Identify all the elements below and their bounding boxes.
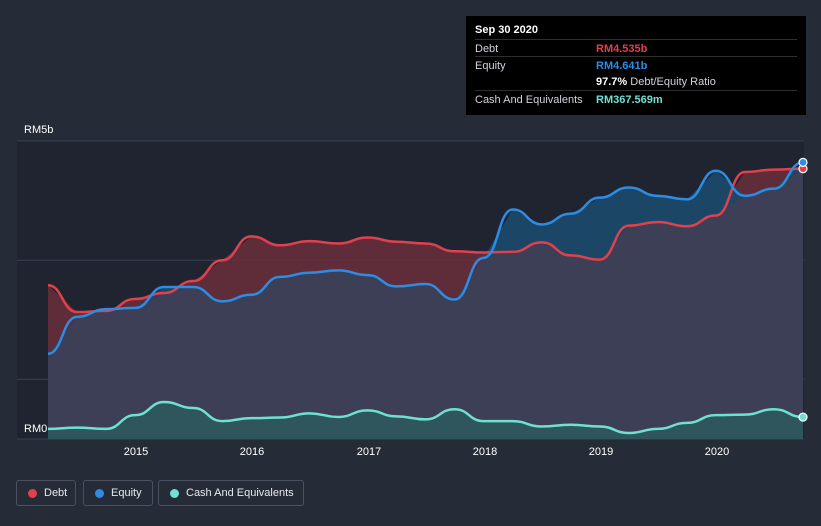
tooltip-row-cash: Cash And Equivalents RM367.569m bbox=[475, 90, 797, 108]
x-tick-label: 2019 bbox=[588, 446, 614, 458]
equity-dot-icon bbox=[95, 489, 104, 498]
area-debt bbox=[48, 168, 803, 354]
equity-endpoint bbox=[798, 157, 808, 167]
tooltip-ratio-value: 97.7% bbox=[596, 76, 628, 88]
y-axis-bottom-label: RM0 bbox=[24, 423, 48, 435]
cash-dot-icon bbox=[170, 489, 179, 498]
tooltip-equity-value: RM4.641b bbox=[596, 60, 648, 72]
tooltip-date: Sep 30 2020 bbox=[475, 24, 538, 36]
area-equity bbox=[48, 162, 803, 354]
legend-label: Equity bbox=[111, 487, 142, 499]
tooltip-row-equity: Equity RM4.641b bbox=[475, 56, 797, 74]
x-tick-label: 2017 bbox=[356, 446, 382, 458]
tooltip-debt-label: Debt bbox=[475, 43, 499, 55]
x-tick-label: 2016 bbox=[239, 446, 265, 458]
tooltip-row-ratio: 97.7% Debt/Equity Ratio bbox=[475, 73, 797, 90]
y-axis-top-label: RM5b bbox=[24, 124, 54, 136]
equity-line bbox=[47, 161, 804, 356]
legend-item-equity[interactable]: Equity bbox=[83, 480, 153, 506]
cash-line bbox=[47, 400, 804, 435]
lines bbox=[47, 161, 804, 435]
legend-item-debt[interactable]: Debt bbox=[16, 480, 76, 506]
tooltip-cash-label: Cash And Equivalents bbox=[475, 94, 583, 106]
debt-dot-icon bbox=[28, 489, 37, 498]
legend-label: Cash And Equivalents bbox=[186, 487, 294, 499]
tooltip-ratio-label: Debt/Equity Ratio bbox=[630, 76, 716, 88]
tooltip-cash-value: RM367.569m bbox=[596, 94, 663, 106]
cash-endpoint bbox=[798, 412, 808, 422]
x-tick-label: 2018 bbox=[472, 446, 498, 458]
tooltip-debt-value: RM4.535b bbox=[596, 43, 648, 55]
x-tick-label: 2015 bbox=[123, 446, 149, 458]
tooltip-row-debt: Debt RM4.535b bbox=[475, 39, 797, 57]
endpoints bbox=[798, 157, 808, 422]
x-tick-label: 2020 bbox=[704, 446, 730, 458]
legend-label: Debt bbox=[44, 487, 68, 499]
tooltip-equity-label: Equity bbox=[475, 60, 506, 72]
debt-line bbox=[47, 167, 804, 314]
legend-item-cash[interactable]: Cash And Equivalents bbox=[158, 480, 304, 506]
tooltip: Sep 30 2020 Debt RM4.535b Equity RM4.641… bbox=[466, 16, 806, 115]
area-lower bbox=[48, 168, 803, 439]
